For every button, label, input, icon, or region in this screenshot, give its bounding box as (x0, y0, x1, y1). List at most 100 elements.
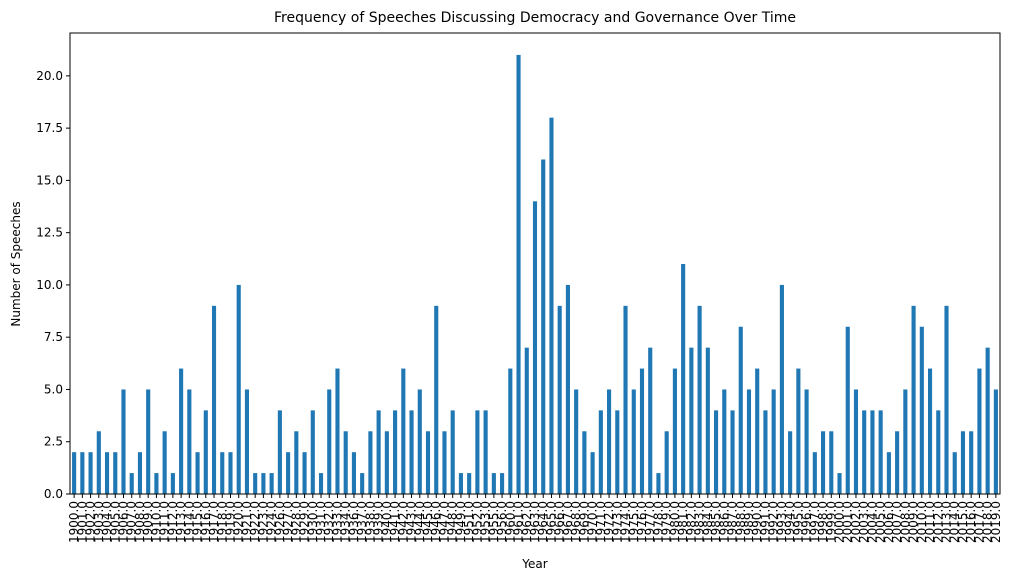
x-tick-label: 1979.0 (660, 501, 674, 543)
x-tick-label: 1912.0 (166, 501, 180, 543)
x-tick-label: 1936.0 (347, 501, 361, 543)
x-tick-label: 1963.0 (528, 501, 542, 543)
bar (310, 410, 315, 494)
bar (927, 368, 933, 494)
x-tick-label: 1965.0 (544, 501, 558, 543)
bar (656, 473, 661, 494)
bar (154, 473, 159, 494)
x-tick-label: 1917.0 (207, 501, 221, 543)
bar (236, 284, 241, 494)
x-tick-label: 2010.0 (915, 501, 929, 543)
x-tick-label: 1949.0 (454, 501, 468, 543)
x-tick-label: 1943.0 (405, 501, 419, 543)
x-tick-label: 2003.0 (857, 501, 871, 543)
x-tick-label: 1919.0 (223, 501, 237, 543)
x-tick-label: 2009.0 (907, 501, 921, 543)
bar (714, 410, 719, 494)
x-tick-label: 1945.0 (421, 501, 435, 543)
bar (607, 389, 612, 494)
x-tick-label: 2004.0 (865, 501, 879, 543)
x-tick-label: 2015.0 (956, 501, 970, 543)
bar (269, 473, 274, 494)
bar (524, 347, 529, 494)
bar (936, 410, 941, 494)
x-tick-label: 2012.0 (931, 501, 945, 543)
y-tick-label: 0.0 (44, 487, 63, 501)
x-tick-label: 1996.0 (800, 501, 814, 543)
bar (532, 201, 538, 495)
bar (327, 389, 332, 494)
x-tick-label: 2002.0 (849, 501, 863, 543)
bar (137, 452, 143, 494)
bar (952, 452, 957, 494)
bar (763, 410, 768, 494)
bar (738, 326, 743, 494)
x-tick-label: 1951.0 (462, 501, 476, 543)
bar (491, 473, 496, 494)
x-tick-label: 1972.0 (602, 501, 616, 543)
bar (442, 431, 447, 494)
x-tick-label: 1960.0 (503, 501, 517, 543)
x-tick-label: 1924.0 (265, 501, 279, 543)
bar (862, 410, 867, 494)
bar (228, 452, 233, 494)
x-tick-label: 1909.0 (141, 501, 155, 543)
x-tick-label: 1906.0 (116, 501, 130, 543)
bar (919, 326, 924, 494)
x-tick-label: 2014.0 (948, 501, 962, 543)
x-tick-label: 1956.0 (495, 501, 509, 543)
x-tick-label: 2006.0 (882, 501, 896, 543)
x-tick-label: 1967.0 (561, 501, 575, 543)
bar (351, 452, 356, 494)
bar (121, 389, 126, 494)
bar (615, 410, 620, 494)
x-tick-label: 1914.0 (182, 501, 196, 543)
bar (409, 410, 414, 494)
x-tick-label: 1962.0 (520, 501, 534, 543)
bar (129, 473, 134, 494)
x-tick-label: 2007.0 (890, 501, 904, 543)
x-tick-label: 1905.0 (108, 501, 122, 543)
x-tick-label: 2001.0 (841, 501, 855, 543)
bar (203, 410, 208, 494)
bar (878, 410, 883, 494)
x-tick-label: 1992.0 (767, 501, 781, 543)
bar (681, 264, 686, 494)
x-tick-label: 1942.0 (396, 501, 410, 543)
x-tick-label: 1939.0 (372, 501, 386, 543)
bar (541, 159, 546, 494)
bar (903, 389, 908, 494)
chart-title: Frequency of Speeches Discussing Democra… (274, 10, 796, 26)
x-tick-label: 1933.0 (330, 501, 344, 543)
bar (829, 431, 834, 494)
bar (837, 473, 842, 494)
x-tick-label: 1987.0 (726, 501, 740, 543)
bar (870, 410, 875, 494)
x-tick-label: 2011.0 (923, 501, 937, 543)
x-tick-label: 1982.0 (684, 501, 698, 543)
bar (672, 368, 677, 494)
x-tick-label: 2018.0 (981, 501, 995, 543)
x-tick-label: 1953.0 (479, 501, 493, 543)
bar (179, 368, 184, 494)
x-tick-label: 1904.0 (100, 501, 114, 543)
x-tick-label: 2008.0 (898, 501, 912, 543)
x-tick-label: 1984.0 (701, 501, 715, 543)
bar (977, 368, 982, 494)
x-tick-label: 1923.0 (256, 501, 270, 543)
x-tick-label: 2016.0 (964, 501, 978, 543)
bar (425, 431, 431, 494)
bar (812, 452, 817, 494)
bar (730, 410, 735, 494)
x-tick-label: 1921.0 (240, 501, 254, 543)
bar (993, 389, 998, 494)
x-tick-label: 1994.0 (783, 501, 797, 543)
bar (500, 473, 505, 494)
x-tick-label: 1974.0 (619, 501, 633, 543)
x-tick-label: 1955.0 (487, 501, 501, 543)
x-tick-label: 1908.0 (133, 501, 147, 543)
x-tick-label: 1980.0 (668, 501, 682, 543)
x-tick-label: 1938.0 (363, 501, 377, 543)
bar (895, 431, 900, 494)
y-tick-label: 5.0 (44, 382, 63, 396)
